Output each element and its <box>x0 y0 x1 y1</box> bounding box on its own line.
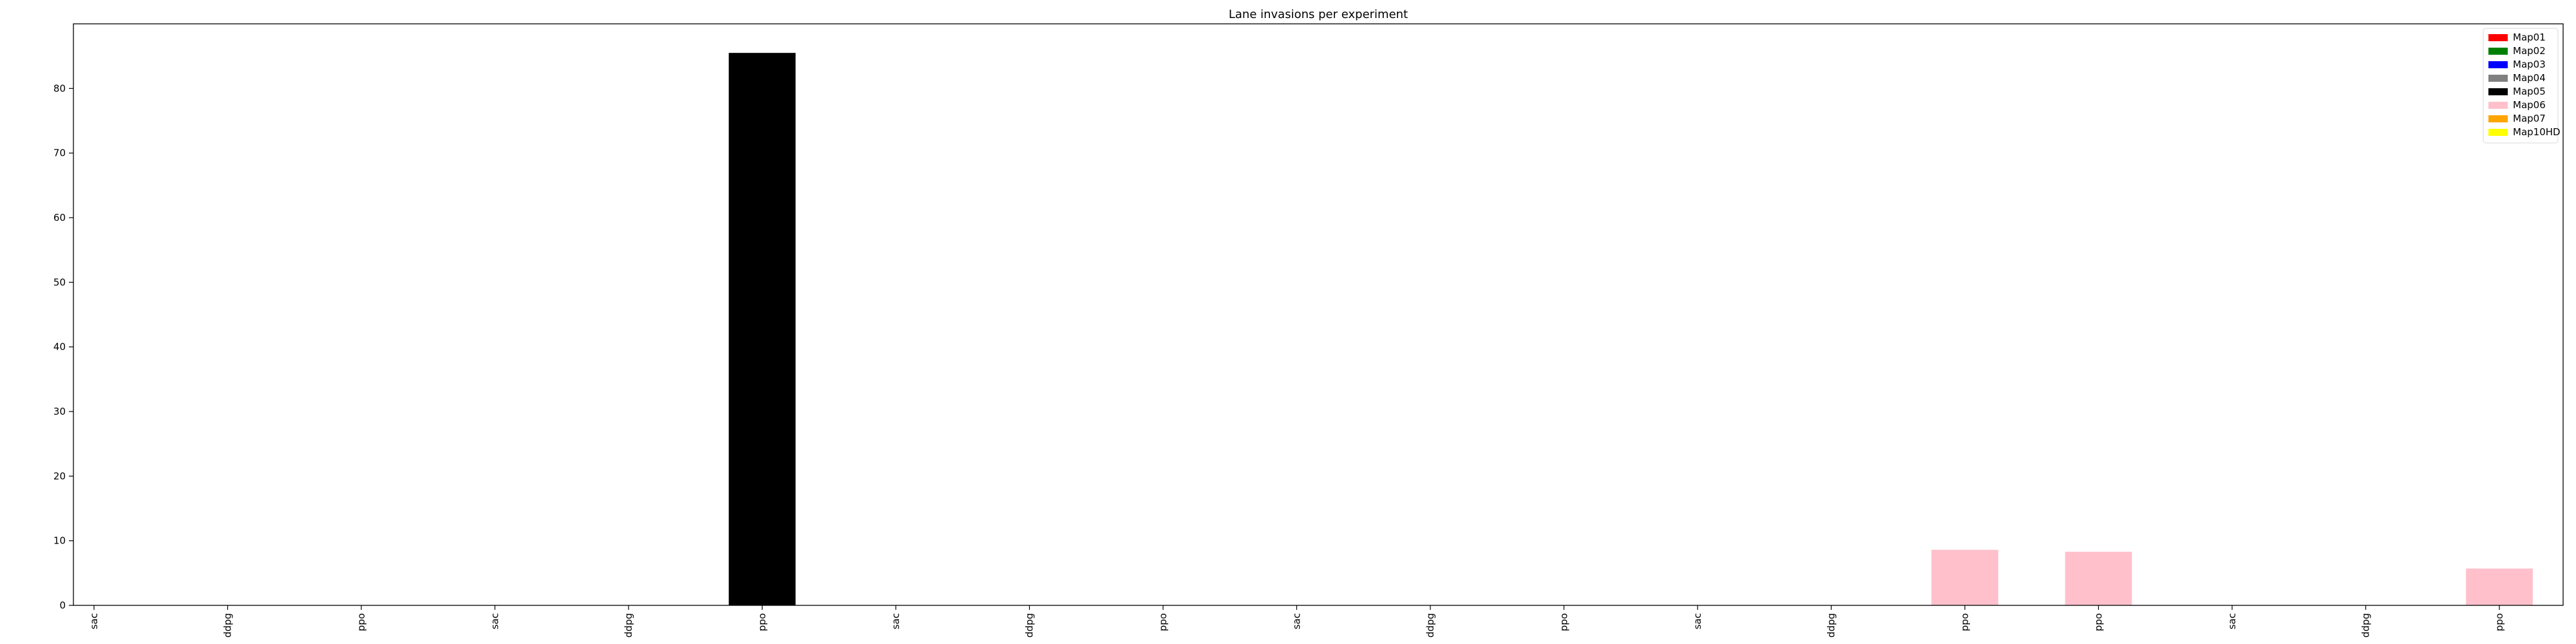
x-tick-label: ddpg <box>623 613 634 638</box>
x-tick-label: ppo <box>355 613 367 631</box>
y-tick-label: 40 <box>53 341 66 353</box>
bars-group <box>728 53 2533 605</box>
bar-6 <box>728 53 796 605</box>
x-tick-label: ddpg <box>222 613 234 638</box>
x-tick-label: ppo <box>1558 613 1570 631</box>
x-tick-label: ddpg <box>1826 613 1837 638</box>
legend-label: Map06 <box>2513 99 2546 111</box>
legend-swatch <box>2488 75 2508 82</box>
legend-swatch <box>2488 115 2508 122</box>
x-tick-label: ppo <box>2494 613 2505 631</box>
x-tick-label: sac <box>890 613 902 629</box>
x-tick-label: sac <box>489 613 501 629</box>
bar-15 <box>1931 549 1998 605</box>
y-tick-label: 70 <box>53 147 66 159</box>
chart-title: Lane invasions per experiment <box>1229 8 1408 21</box>
x-axis: sac ddpg ppo sac ddpg ppo sac ddpg ppo sac ddpg ppo… <box>88 605 2505 638</box>
legend-box <box>2483 28 2559 144</box>
bar-19 <box>2466 568 2533 605</box>
legend-swatch <box>2488 48 2508 55</box>
x-tick-label: ddpg <box>1024 613 1036 638</box>
legend-swatch <box>2488 102 2508 109</box>
x-tick-label: ddpg <box>1425 613 1436 638</box>
x-tick-label: sac <box>1291 613 1303 629</box>
y-tick-label: 60 <box>53 212 66 223</box>
x-tick-label: ppo <box>2093 613 2105 631</box>
legend: Map01 Map02 Map03 Map04 Map05 Map06 Map07 Map10… <box>2483 28 2561 144</box>
legend-swatch <box>2488 129 2508 136</box>
legend-label: Map10HD <box>2513 126 2561 138</box>
y-tick-label: 30 <box>53 406 66 417</box>
x-tick-label: ppo <box>757 613 768 631</box>
x-tick-label: sac <box>2226 613 2238 629</box>
legend-swatch <box>2488 88 2508 95</box>
x-tick-label: ppo <box>1959 613 1971 631</box>
x-tick-label: sac <box>88 613 100 629</box>
legend-swatch <box>2488 34 2508 41</box>
legend-label: Map04 <box>2513 72 2546 84</box>
y-tick-label: 50 <box>53 276 66 288</box>
legend-swatch <box>2488 61 2508 68</box>
x-tick-label: ppo <box>1157 613 1169 631</box>
legend-label: Map07 <box>2513 113 2546 124</box>
x-tick-label: sac <box>1692 613 1703 629</box>
legend-label: Map01 <box>2513 32 2546 43</box>
legend-label: Map03 <box>2513 59 2546 70</box>
x-tick-label: ddpg <box>2360 613 2372 638</box>
y-tick-label: 20 <box>53 470 66 482</box>
plot-frame <box>73 23 2564 606</box>
y-tick-label: 80 <box>53 82 66 94</box>
y-axis: 0 10 20 30 40 50 60 70 80 <box>53 82 73 611</box>
y-tick-label: 0 <box>59 600 66 611</box>
y-tick-label: 10 <box>53 535 66 547</box>
legend-label: Map02 <box>2513 45 2546 57</box>
bar-16 <box>2065 551 2132 605</box>
legend-label: Map05 <box>2513 86 2546 97</box>
